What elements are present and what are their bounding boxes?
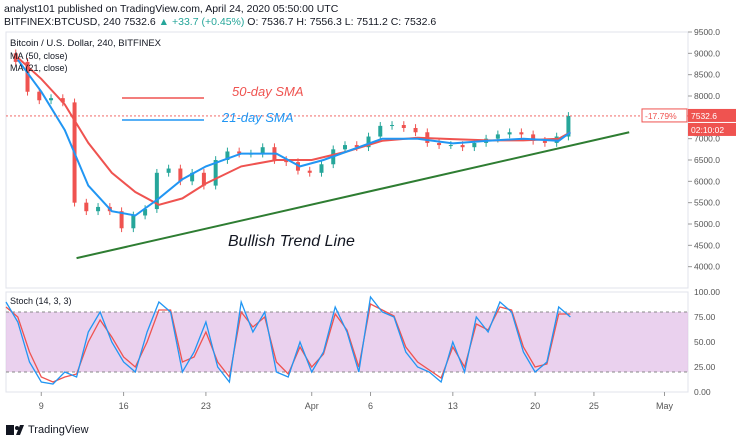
candle-body xyxy=(166,168,171,173)
x-tick-label: 6 xyxy=(368,401,373,411)
tradingview-logo: TradingView xyxy=(6,424,89,436)
candle-body xyxy=(519,132,524,135)
candle-body xyxy=(213,160,218,186)
candle-body xyxy=(566,115,571,137)
candle-body xyxy=(390,125,395,127)
ma50-line xyxy=(17,56,571,206)
last-price: 7532.6 xyxy=(123,16,156,28)
candle-body xyxy=(460,145,465,148)
x-tick-label: May xyxy=(656,401,674,411)
stoch-y-tick-label: 75.00 xyxy=(694,312,716,322)
stoch-y-tick-label: 25.00 xyxy=(694,362,716,372)
candle-body xyxy=(507,132,512,135)
price-y-tick-label: 5000.0 xyxy=(694,219,720,229)
candle-body xyxy=(25,61,30,92)
candle-body xyxy=(237,151,242,154)
x-tick-label: 9 xyxy=(39,401,44,411)
price-y-tick-label: 4500.0 xyxy=(694,240,720,250)
stoch-k-line xyxy=(5,295,571,385)
candle-body xyxy=(84,202,89,212)
ma21-annotation: 21-day SMA xyxy=(221,110,294,125)
legend-item: MA (50, close) xyxy=(10,51,68,61)
candle-body xyxy=(401,125,406,128)
countdown-value: 02:10:02 xyxy=(691,125,724,135)
candle-body xyxy=(49,98,54,101)
chart-title: Bitcoin / U.S. Dollar, 240, BITFINEX xyxy=(10,38,162,49)
pct-tag xyxy=(641,108,688,123)
candle-body xyxy=(178,168,183,182)
candle-body xyxy=(495,134,500,139)
candle-body xyxy=(531,134,536,141)
last-price-tag xyxy=(688,108,736,122)
ma21-line xyxy=(16,59,571,217)
x-tick-label: Apr xyxy=(305,401,319,411)
legend-item: MA (21, close) xyxy=(10,63,68,73)
tradingview-icon xyxy=(6,425,24,435)
candle-body xyxy=(201,172,206,186)
publish-info: analyst101 published on TradingView.com,… xyxy=(4,3,339,15)
price-y-tick-label: 5500.0 xyxy=(694,198,720,208)
pct-value: -17.79% xyxy=(645,111,677,121)
candle-body xyxy=(437,142,442,146)
candle-body xyxy=(307,170,312,173)
price-y-tick-label: 7000.0 xyxy=(694,134,720,144)
price-y-tick-label: 6000.0 xyxy=(694,176,720,186)
candle-body xyxy=(260,147,265,154)
brand-text: TradingView xyxy=(28,424,89,436)
price-y-tick-label: 4000.0 xyxy=(694,262,720,272)
candle-body xyxy=(472,142,477,148)
x-tick-label: 13 xyxy=(448,401,458,411)
last-price-value: 7532.6 xyxy=(691,111,717,121)
symbol-bar: BITFINEX:BTCUSD, 240 7532.6 ▲ +33.7 (+0.… xyxy=(4,16,436,28)
price-y-tick-label: 8500.0 xyxy=(694,70,720,80)
candle-body xyxy=(448,145,453,147)
candle-body xyxy=(60,98,65,103)
candle-body xyxy=(343,145,347,150)
x-tick-label: 25 xyxy=(589,401,599,411)
candle-body xyxy=(284,160,289,163)
candle-body xyxy=(131,215,136,229)
x-tick-label: 23 xyxy=(201,401,211,411)
candle-body xyxy=(143,209,148,216)
candle-body xyxy=(378,125,383,137)
candle-body xyxy=(154,172,159,210)
candle-body xyxy=(119,211,124,229)
stoch-band xyxy=(6,312,688,372)
price-y-tick-label: 9000.0 xyxy=(694,48,720,58)
x-tick-label: 20 xyxy=(530,401,540,411)
stoch-title: Stoch (14, 3, 3) xyxy=(10,296,72,306)
candle-body xyxy=(319,164,324,173)
stoch-d-line xyxy=(5,303,571,383)
price-y-tick-label: 9500.0 xyxy=(694,27,720,37)
ohlc-values: O: 7536.7 H: 7556.3 L: 7511.2 C: 7532.6 xyxy=(247,16,437,28)
candle-body xyxy=(96,206,101,212)
ma50-annotation: 50-day SMA xyxy=(232,84,304,99)
price-y-tick-label: 6500.0 xyxy=(694,155,720,165)
candle-body xyxy=(366,136,371,148)
candle-body xyxy=(354,145,359,148)
price-change: ▲ +33.7 (+0.45%) xyxy=(158,16,245,28)
price-y-tick-label: 8000.0 xyxy=(694,91,720,101)
candle-body xyxy=(37,91,42,101)
stoch-y-tick-label: 0.00 xyxy=(694,387,711,397)
countdown-tag xyxy=(688,122,736,136)
trend-annotation: Bullish Trend Line xyxy=(228,233,355,250)
candle-body xyxy=(413,128,418,133)
x-tick-label: 16 xyxy=(119,401,129,411)
symbol: BITFINEX:BTCUSD, 240 xyxy=(4,16,121,28)
stoch-y-tick-label: 50.00 xyxy=(694,337,716,347)
stoch-y-tick-label: 100.00 xyxy=(694,287,720,297)
candle-body xyxy=(190,172,195,182)
candle-body xyxy=(542,140,547,143)
candle-body xyxy=(13,53,18,62)
candle-body xyxy=(225,151,230,160)
bullish-trend-line xyxy=(76,131,630,260)
